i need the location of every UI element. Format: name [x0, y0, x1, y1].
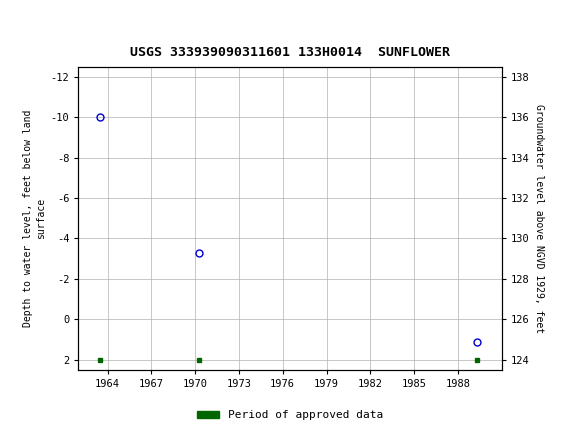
- Y-axis label: Groundwater level above NGVD 1929, feet: Groundwater level above NGVD 1929, feet: [534, 104, 543, 333]
- Y-axis label: Depth to water level, feet below land
surface: Depth to water level, feet below land su…: [23, 110, 46, 327]
- Text: USGS: USGS: [32, 12, 75, 29]
- Text: ≡: ≡: [9, 10, 27, 31]
- Text: USGS 333939090311601 133H0014  SUNFLOWER: USGS 333939090311601 133H0014 SUNFLOWER: [130, 46, 450, 59]
- Legend: Period of approved data: Period of approved data: [193, 406, 387, 425]
